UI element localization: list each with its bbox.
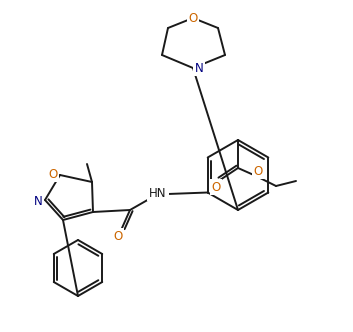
Text: O: O (189, 12, 198, 25)
Text: N: N (34, 195, 42, 208)
Text: O: O (253, 164, 263, 178)
Text: O: O (48, 168, 58, 181)
Text: HN: HN (149, 187, 167, 200)
Text: O: O (113, 229, 122, 242)
Text: N: N (195, 61, 203, 74)
Text: O: O (211, 181, 221, 194)
